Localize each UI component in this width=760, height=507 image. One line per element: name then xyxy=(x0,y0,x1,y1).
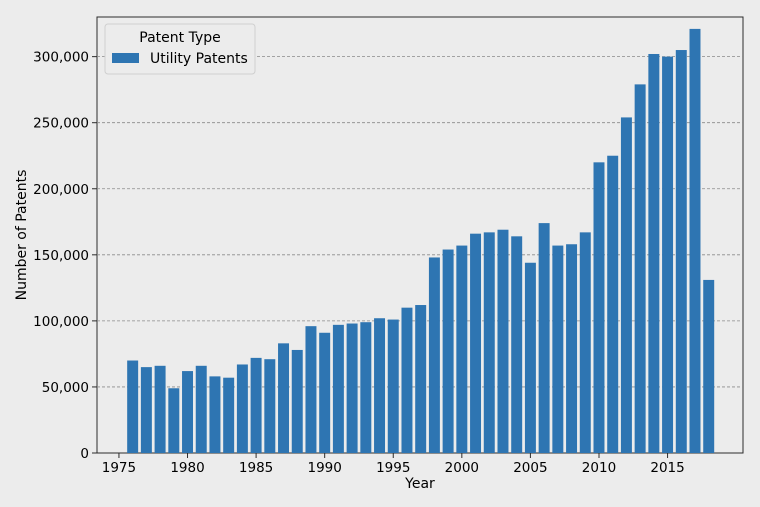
x-tick-label: 2000 xyxy=(445,460,479,476)
bar-1979 xyxy=(168,388,179,453)
bar-1985 xyxy=(251,358,262,453)
bar-1977 xyxy=(141,367,152,453)
bar-1986 xyxy=(264,359,275,453)
bar-1997 xyxy=(415,305,426,453)
bar-1980 xyxy=(182,371,193,453)
x-tick-label: 2010 xyxy=(582,460,616,476)
bar-1996 xyxy=(401,308,412,453)
bar-2003 xyxy=(497,230,508,453)
bar-2011 xyxy=(607,156,618,453)
x-tick-label: 1990 xyxy=(307,460,341,476)
bar-1993 xyxy=(360,322,371,453)
bar-1984 xyxy=(237,364,248,453)
bar-2008 xyxy=(566,244,577,453)
x-tick-label: 1995 xyxy=(376,460,410,476)
y-axis-label: Number of Patents xyxy=(14,170,30,301)
x-tick-label: 2015 xyxy=(650,460,684,476)
x-axis-label: Year xyxy=(404,476,435,492)
bar-2001 xyxy=(470,234,481,453)
bar-2000 xyxy=(456,246,467,453)
bar-1987 xyxy=(278,343,289,453)
legend-label: Utility Patents xyxy=(150,51,248,67)
bar-1994 xyxy=(374,318,385,453)
bar-2006 xyxy=(539,223,550,453)
bar-2010 xyxy=(594,162,605,453)
bar-2015 xyxy=(662,57,673,453)
bar-2005 xyxy=(525,263,536,453)
x-axis-ticks: 1975 1980 1985 1990 1995 2000 2005 2010 2015 xyxy=(102,453,685,476)
bar-2013 xyxy=(635,84,646,453)
y-tick-label: 0 xyxy=(80,446,89,462)
legend-swatch xyxy=(112,53,139,63)
x-tick-label: 1975 xyxy=(102,460,136,476)
bar-1999 xyxy=(443,250,454,453)
bar-1982 xyxy=(209,376,220,453)
x-tick-label: 1980 xyxy=(170,460,204,476)
y-tick-label: 250,000 xyxy=(33,116,89,132)
bar-2017 xyxy=(690,29,701,453)
y-tick-label: 300,000 xyxy=(33,50,89,66)
y-tick-label: 200,000 xyxy=(33,182,89,198)
bar-1981 xyxy=(196,366,207,453)
legend: Patent Type Utility Patents xyxy=(105,24,255,74)
bar-2004 xyxy=(511,236,522,453)
bar-1992 xyxy=(347,324,358,453)
bar-2012 xyxy=(621,117,632,453)
bar-1995 xyxy=(388,320,399,453)
bar-1988 xyxy=(292,350,303,453)
bar-2002 xyxy=(484,232,495,453)
y-axis-ticks: 0 50,000 100,000 150,000 200,000 250,000 300,0… xyxy=(33,50,97,462)
y-tick-label: 150,000 xyxy=(33,248,89,264)
bar-1976 xyxy=(127,361,138,453)
bar-2016 xyxy=(676,50,687,453)
bar-1983 xyxy=(223,378,234,453)
legend-title: Patent Type xyxy=(139,30,220,46)
bar-1998 xyxy=(429,257,440,453)
bar-2018 xyxy=(703,280,714,453)
bar-1990 xyxy=(319,333,330,453)
bar-1989 xyxy=(305,326,316,453)
y-tick-label: 50,000 xyxy=(42,380,89,396)
bar-2007 xyxy=(552,246,563,453)
x-tick-label: 2005 xyxy=(513,460,547,476)
y-tick-label: 100,000 xyxy=(33,314,89,330)
bar-1991 xyxy=(333,325,344,453)
bar-2009 xyxy=(580,232,591,453)
x-tick-label: 1985 xyxy=(239,460,273,476)
bar-1978 xyxy=(155,366,166,453)
bar-2014 xyxy=(648,54,659,453)
